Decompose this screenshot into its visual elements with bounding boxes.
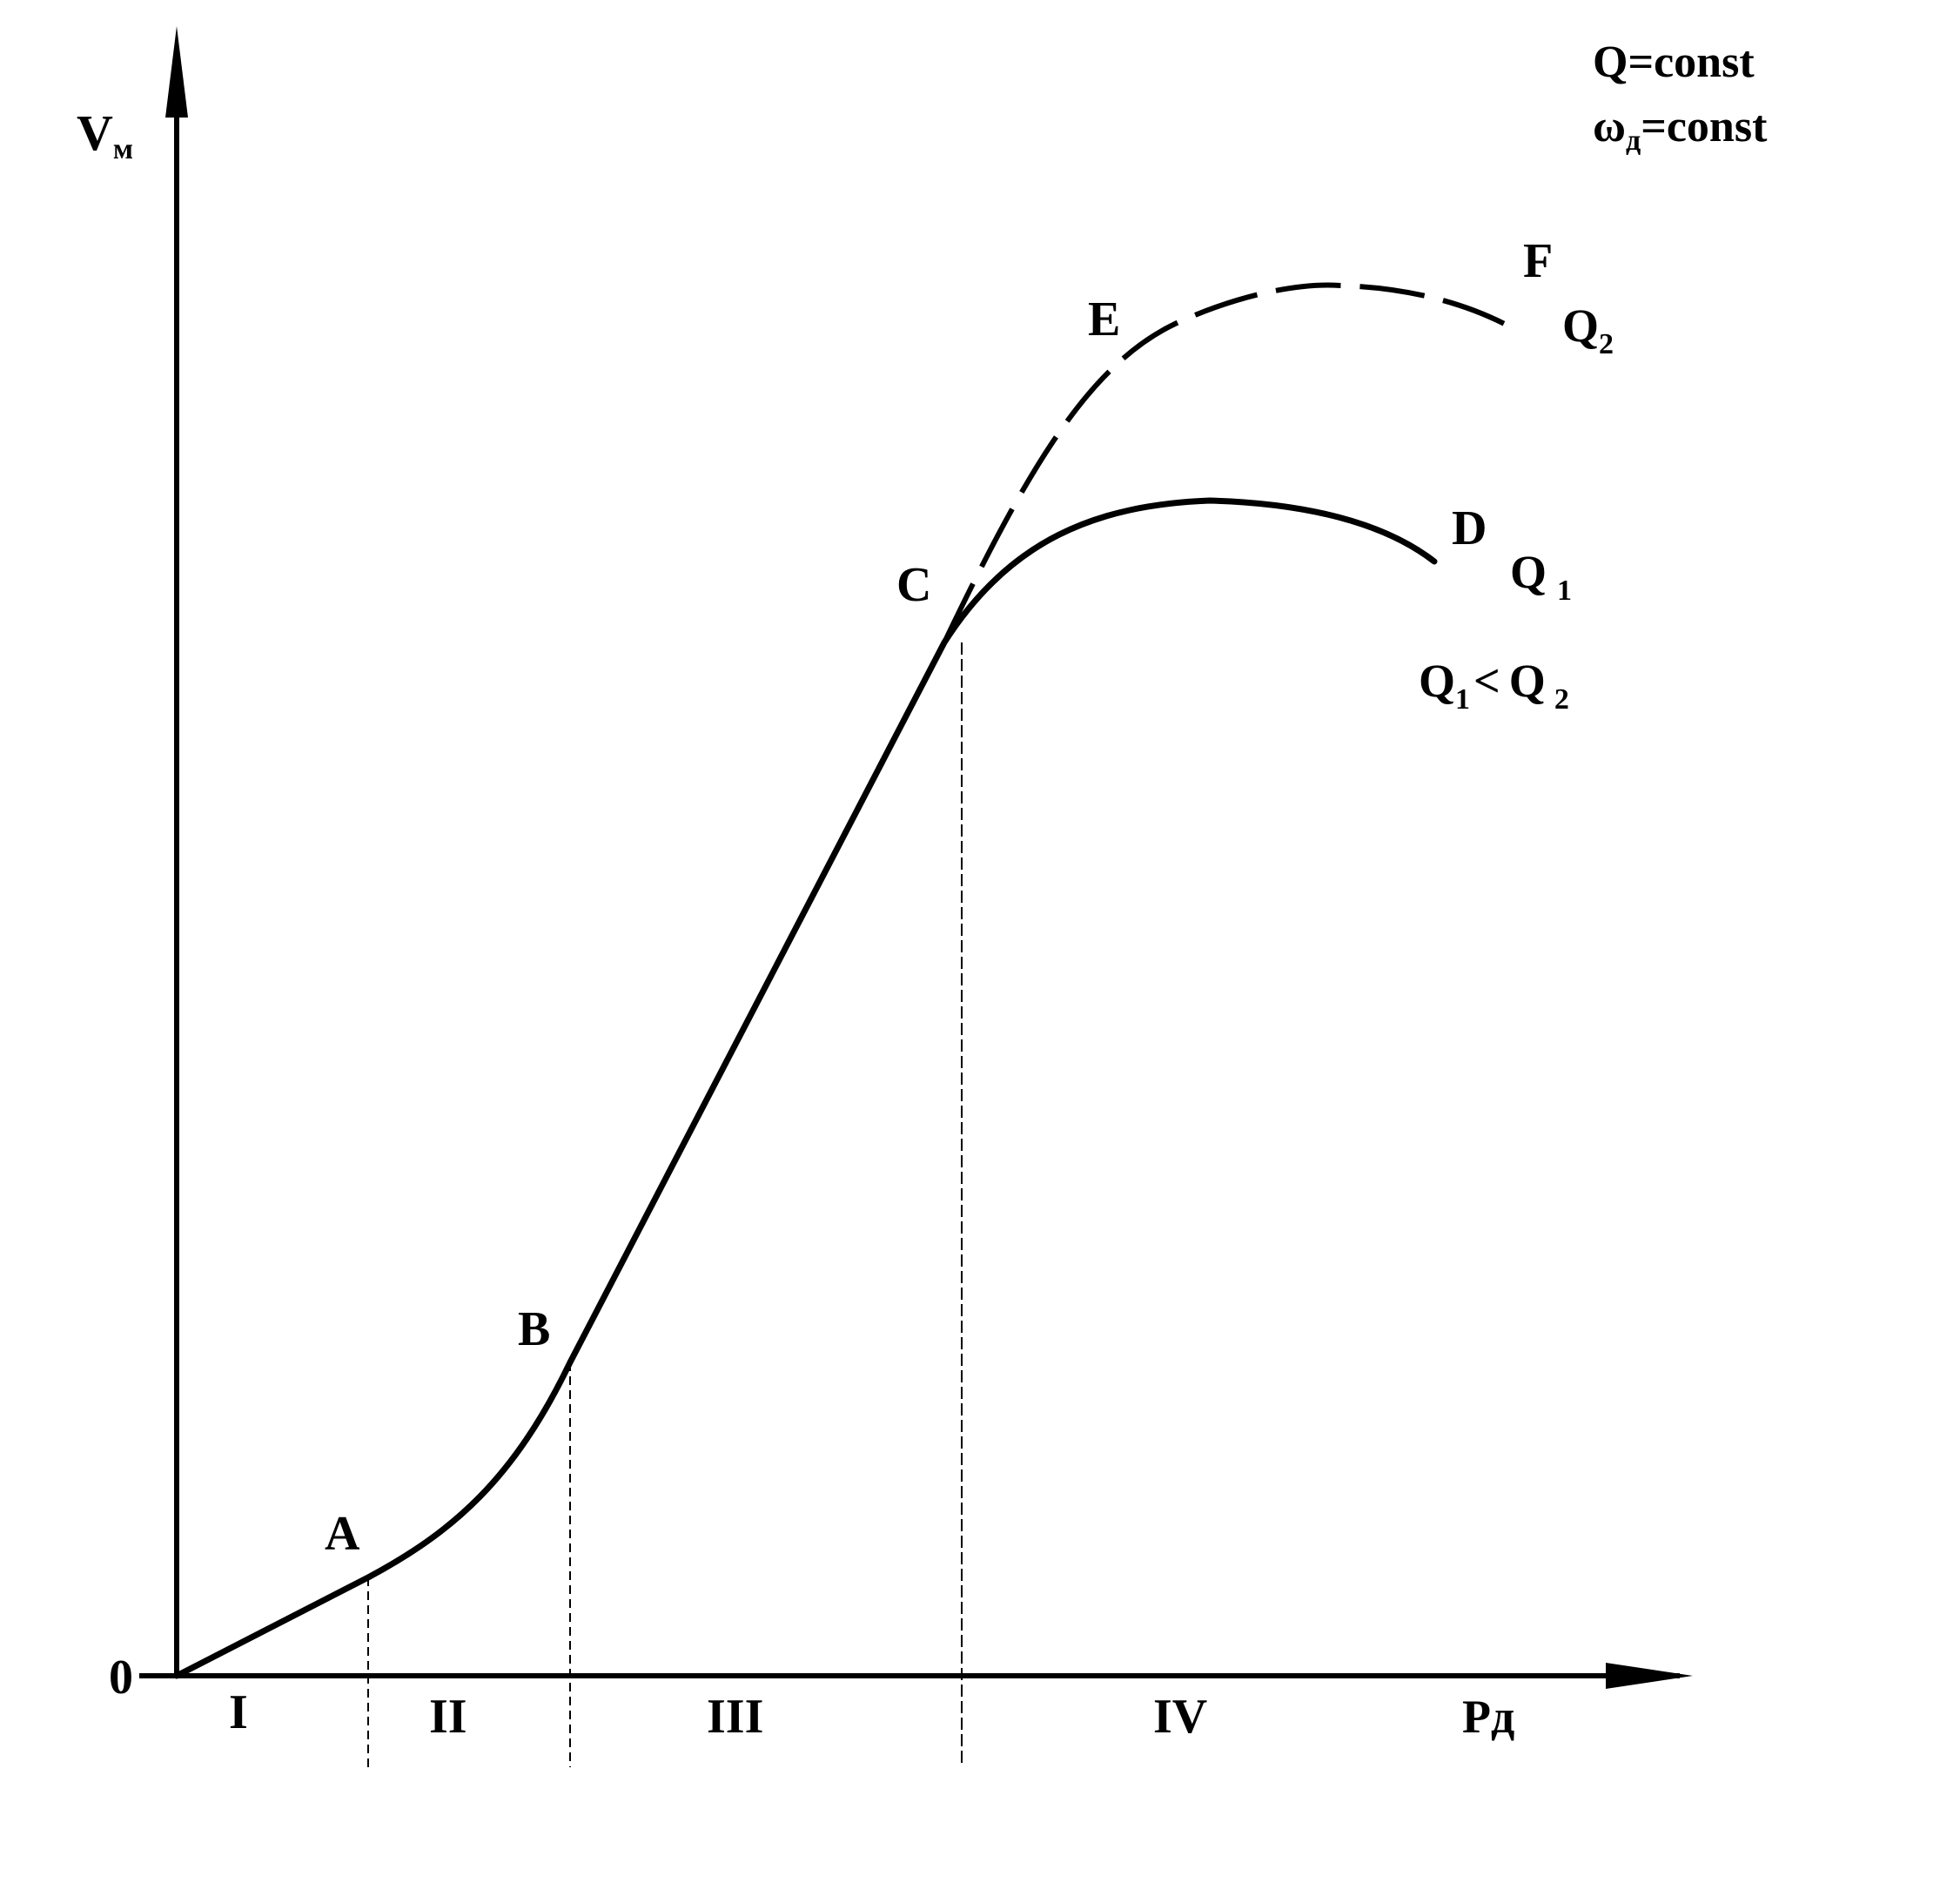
zone-label-3: III <box>707 1690 763 1744</box>
curve-q2 <box>942 282 1516 644</box>
relation-label: Q1< Q 2 <box>1419 655 1569 716</box>
point-label-d: D <box>1452 501 1487 555</box>
relation-right-sub: 2 <box>1554 683 1569 716</box>
zone-dividers <box>367 642 963 1767</box>
point-label-e: E <box>1088 293 1120 346</box>
condition-q-const: Q=const <box>1593 37 1755 87</box>
y-axis-label-main: V <box>77 104 113 161</box>
zone-label-2: II <box>429 1690 467 1744</box>
omega-rest: =const <box>1641 102 1768 151</box>
curve-q1 <box>173 497 1438 1679</box>
x-axis-label: Pд <box>1462 1691 1514 1743</box>
curve-name-q1-sub: 1 <box>1557 575 1572 607</box>
relation-op: < <box>1473 655 1500 707</box>
point-label-c: C <box>896 558 931 612</box>
curve-name-q2-sub: 2 <box>1599 328 1614 360</box>
x-axis-arrow <box>1606 1663 1693 1689</box>
relation-left-sub: 1 <box>1455 683 1470 716</box>
condition-omega-const: ωд=const <box>1593 102 1768 157</box>
point-label-f: F <box>1523 234 1553 288</box>
point-label-a: A <box>325 1507 360 1561</box>
curve-name-q2: Q2 <box>1562 299 1614 360</box>
y-axis-label-sub: м <box>113 133 133 165</box>
axes <box>139 26 1693 1689</box>
zone-labels: I II III IV <box>229 1685 1207 1744</box>
y-axis-arrow <box>165 26 188 118</box>
origin-label: 0 <box>109 1651 133 1705</box>
relation-left: Q <box>1419 655 1455 707</box>
omega-symbol: ω <box>1593 102 1626 151</box>
omega-sub: д <box>1626 124 1641 157</box>
y-axis-label: Vм <box>77 104 133 165</box>
point-labels: A B C D E F <box>325 234 1553 1561</box>
point-label-b: B <box>518 1302 550 1356</box>
curve-name-q2-main: Q <box>1562 299 1599 352</box>
zone-label-1: I <box>229 1685 248 1739</box>
zone-label-4: IV <box>1153 1690 1207 1744</box>
curve-name-q1-main: Q <box>1510 546 1547 598</box>
relation-right: Q <box>1509 655 1546 707</box>
